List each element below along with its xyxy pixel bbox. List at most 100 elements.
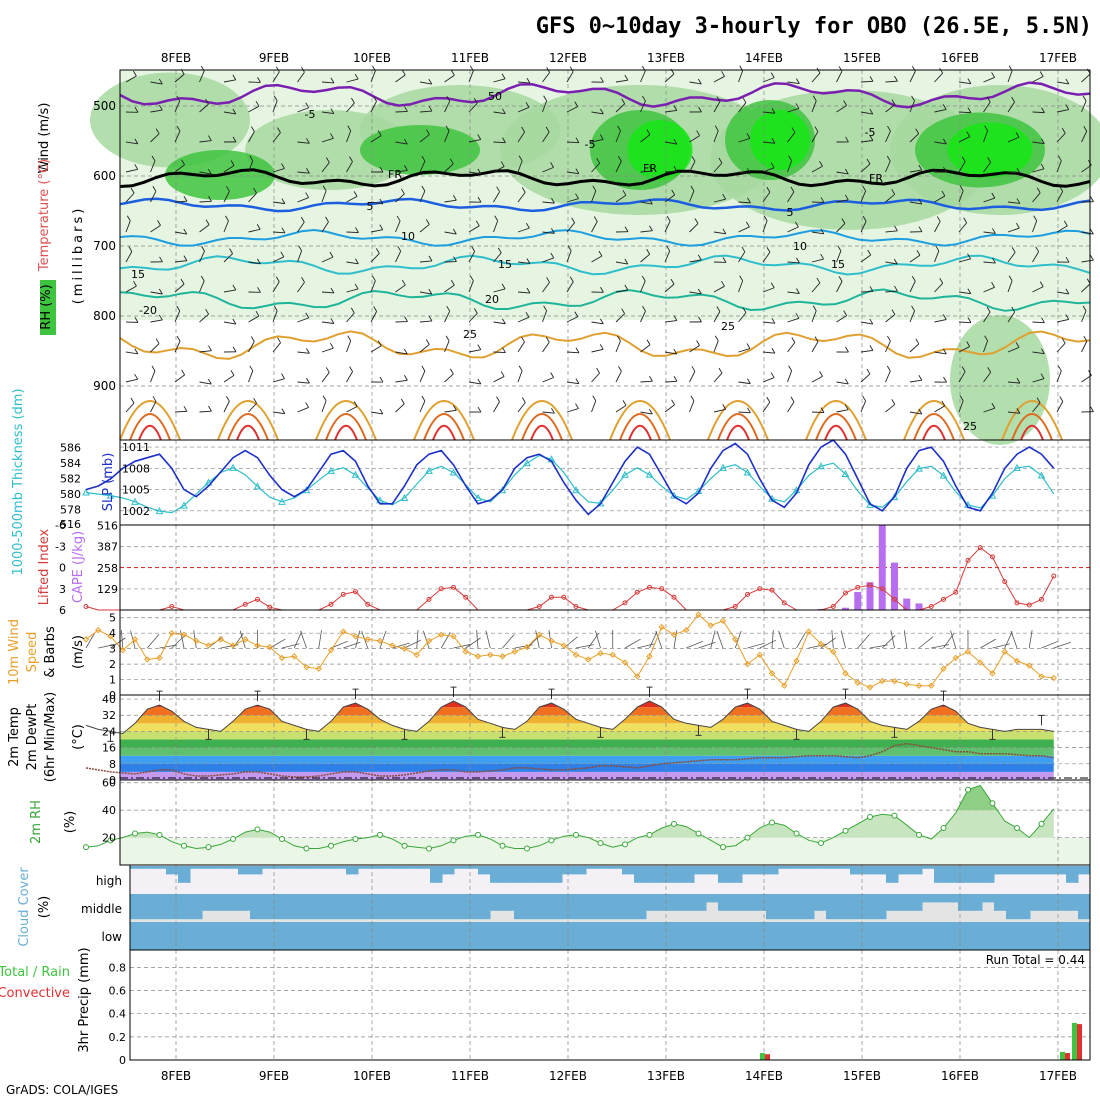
wind-barb-flag [867, 249, 872, 256]
wind-barb [983, 162, 991, 173]
cloud-bar [766, 866, 779, 875]
wind-barb-flag [425, 219, 430, 225]
wind-barb [419, 400, 426, 413]
rh-marker [720, 844, 726, 851]
warm-contour [815, 413, 857, 441]
pressure-tick: 900 [93, 379, 116, 393]
wind-barb [1081, 341, 1088, 353]
lifted-index-marker [977, 545, 983, 551]
lifted-index-marker [879, 586, 885, 592]
wind-barb [738, 411, 751, 414]
wind-barb-flag [819, 161, 823, 167]
wind-barb [297, 407, 309, 413]
cape-tick: 258 [97, 562, 118, 575]
wind-barb [762, 377, 775, 383]
wind-barb-flag [275, 66, 280, 73]
wind-speed-marker [401, 645, 408, 652]
cloud-bar [922, 866, 935, 869]
wind-barb-flag [379, 198, 384, 205]
thickness-tick: 586 [60, 442, 81, 455]
thickness-marker [645, 470, 654, 478]
wind-barb-flag [575, 193, 579, 199]
wind-barb-flag [159, 256, 163, 263]
cloud-bar [670, 922, 683, 950]
wind-ylabel-b: Speed [25, 632, 40, 673]
wind-barb-flag [746, 343, 751, 349]
wind-barb-flag [200, 275, 205, 282]
wind-barb-flag [911, 275, 916, 282]
wind-barb-flag [673, 105, 678, 111]
wind-barb [370, 135, 382, 143]
wind-speed-marker [732, 636, 739, 643]
wind-barb [762, 111, 775, 114]
wind-tick: 0 [109, 689, 116, 702]
wind-barb [640, 134, 651, 143]
wind-barb-flag [961, 366, 966, 372]
lifted-index-marker [990, 554, 995, 560]
rh-tick: 60 [102, 777, 116, 790]
wind-barb [1007, 381, 1020, 384]
wind-barb [713, 408, 726, 413]
wind-barb [493, 111, 506, 115]
cloud-bar [1066, 894, 1079, 911]
wind-barb-flag [133, 280, 137, 287]
wind-tick: 4 [109, 627, 116, 640]
wind-barb [762, 351, 775, 354]
precip-ylabel-b: Convective [0, 986, 70, 1001]
wind-barb-flag [1016, 198, 1021, 204]
wind-barb [493, 141, 506, 144]
wind-barb-flag [281, 408, 286, 414]
wind-barb [223, 79, 236, 83]
min-marker [597, 727, 604, 738]
cloud-bar [514, 894, 527, 920]
cloud-bar [682, 894, 695, 911]
contour-label: -5 [305, 108, 316, 121]
wind-barb-flag [426, 129, 430, 135]
isotherm-line [119, 81, 1091, 109]
wind-barb-flag [1011, 306, 1016, 313]
wind-barb [860, 163, 871, 173]
lifted-index-marker [365, 601, 371, 607]
lifted-index-marker [426, 596, 432, 602]
wind-barb-flag [550, 372, 555, 378]
wind-barb-flag [176, 95, 181, 102]
max-marker [548, 688, 555, 700]
wind-barb-flag [574, 311, 579, 317]
contour-label: FR [869, 172, 883, 185]
cloud-bar [634, 866, 647, 883]
contour-label: 10 [401, 230, 415, 243]
wind-barb [370, 229, 383, 233]
wind-barb [591, 138, 604, 143]
wind-barb-flag [151, 155, 156, 162]
wind-barb-flag [599, 134, 604, 140]
wind-barb-flag [403, 375, 408, 381]
wind-barb-flag [1016, 377, 1021, 384]
warm-contour [334, 424, 358, 441]
cloud-ylabel-b: (%) [37, 896, 52, 919]
wind-barb-flag [796, 78, 800, 84]
wind-barb-flag [795, 221, 799, 228]
wind-barb [272, 256, 285, 263]
wind-barb-flag [128, 246, 133, 252]
cloud-bar [514, 922, 527, 950]
lifted-index-marker [928, 603, 934, 609]
wind-barb [591, 348, 604, 353]
wind-barb [223, 220, 229, 233]
warm-contour [217, 400, 279, 441]
warm-contour [707, 400, 769, 441]
wind-barb-flag [915, 338, 920, 345]
wind-barb-flag [353, 191, 358, 197]
wind-speed-marker [817, 640, 825, 648]
wind-barb-flag [788, 155, 793, 161]
lifted-index-marker [965, 557, 971, 563]
wind-barb-flag [967, 107, 972, 113]
wind-barb-10m [673, 630, 678, 649]
cloud-bar [202, 894, 215, 911]
wind-barb [125, 402, 135, 413]
cloud-bar [1006, 866, 1019, 875]
wind-speed-marker [597, 650, 604, 657]
wind-barb [885, 230, 898, 233]
date-label-bottom: 9FEB [259, 1069, 289, 1083]
wind-barb-flag [471, 246, 476, 252]
